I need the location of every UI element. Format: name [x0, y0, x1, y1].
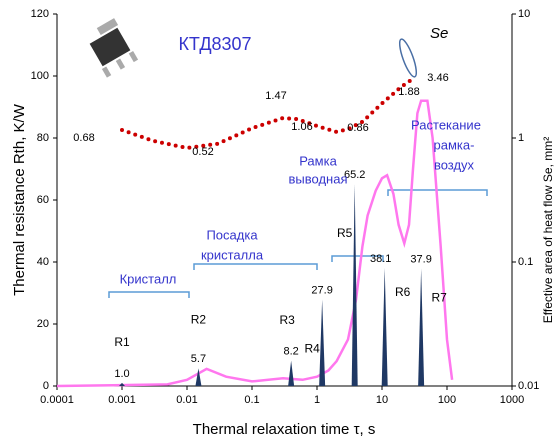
area-value-label: 3.46 [427, 72, 448, 84]
y2-axis-title: Effective area of heat flow Se, mm² [541, 137, 555, 324]
area-value-label: 0.52 [192, 146, 213, 158]
area-value-label: 1.47 [265, 90, 286, 102]
y2-tick-label: 10 [518, 8, 530, 20]
x-axis-title: Thermal relaxation time τ, s [193, 421, 376, 438]
peak-name: R6 [395, 285, 411, 299]
peak-name: R7 [431, 291, 447, 305]
peak-name: R5 [337, 226, 353, 240]
x-tick-label: 0.1 [244, 394, 259, 406]
chip-icon [90, 18, 138, 78]
region-label: Посадка [206, 227, 258, 242]
peak-value-label: 37.9 [410, 253, 431, 265]
area-value-label: 1.06 [291, 121, 312, 133]
peak-value-label: 38.1 [370, 253, 391, 265]
y-tick-label: 60 [37, 194, 49, 206]
chart: КТД8307 Se Thermal relaxation time τ, s … [0, 0, 556, 444]
y-tick-label: 0 [43, 380, 49, 392]
region-label: рамка- [434, 137, 475, 152]
region-label: Рамка [299, 153, 337, 168]
x-tick-label: 10 [376, 394, 388, 406]
peak [382, 268, 388, 386]
se-label: Se [430, 25, 448, 42]
peak [288, 361, 294, 386]
x-tick-label: 1 [314, 394, 320, 406]
x-tick-label: 1000 [500, 394, 524, 406]
peak-name: R2 [191, 313, 207, 327]
peak [418, 269, 424, 386]
y2-tick-label: 1 [518, 132, 524, 144]
y-axis-title: Thermal resistance Rth, K/W [11, 103, 28, 296]
peak-value-label: 8.2 [283, 345, 298, 357]
y-tick-label: 120 [31, 8, 49, 20]
peak-value-label: 1.0 [114, 368, 129, 380]
y-tick-label: 40 [37, 256, 49, 268]
peak-name: R1 [114, 335, 130, 349]
y-tick-label: 80 [37, 132, 49, 144]
region-label: Кристалл [120, 271, 177, 286]
peak [319, 300, 325, 386]
y-tick-label: 100 [31, 70, 49, 82]
peak-value-label: 5.7 [191, 353, 206, 365]
x-tick-label: 100 [438, 394, 456, 406]
y2-tick-label: 0.1 [518, 256, 533, 268]
region-label: Растекание [411, 117, 481, 132]
peak-value-label: 27.9 [311, 284, 332, 296]
region-label: кристалла [201, 247, 264, 262]
area-value-label: 0.86 [347, 122, 368, 134]
region-label: выводная [289, 171, 348, 186]
area-value-label: 0.68 [73, 132, 94, 144]
chart-title: КТД8307 [178, 34, 251, 54]
region-label: воздух [434, 157, 475, 172]
peak-name: R3 [279, 313, 295, 327]
x-tick-label: 0.001 [108, 394, 136, 406]
x-tick-label: 0.01 [176, 394, 197, 406]
area-value-label: 1.88 [398, 86, 419, 98]
y2-tick-label: 0.01 [518, 380, 539, 392]
x-tick-label: 0.0001 [40, 394, 74, 406]
y-tick-label: 20 [37, 318, 49, 330]
se-ellipse [396, 37, 419, 78]
peak-name: R4 [304, 342, 320, 356]
